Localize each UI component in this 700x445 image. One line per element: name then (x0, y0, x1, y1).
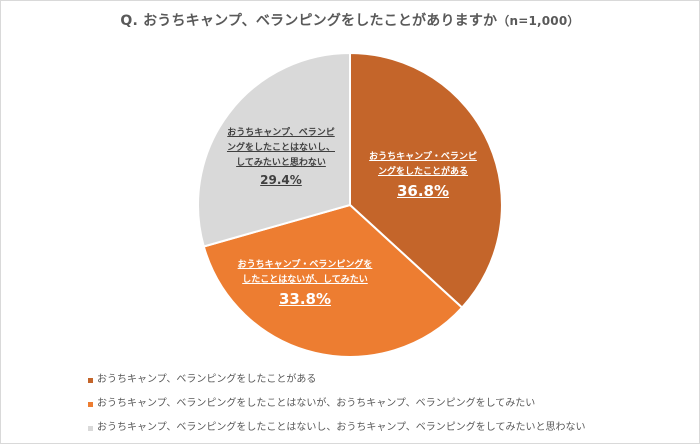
label-line: したことはないが、してみたい (242, 275, 368, 285)
percent-value: 33.8% (278, 290, 332, 308)
legend-label: おうちキャンプ、ベランピングをしたことはないが、おうちキャンプ、ベランピングをし… (97, 398, 536, 409)
label-want-to-try: おうちキャンプ・ベランピングを したことはないが、してみたい 33.8% (220, 258, 390, 309)
slice-have-done[interactable] (349, 51, 503, 310)
label-line: してみたいと思わない (236, 158, 326, 168)
slice-want-to-try[interactable] (202, 203, 464, 358)
legend-item[interactable]: おうちキャンプ、ベランピングをしたことがある (88, 373, 586, 397)
legend-item[interactable]: おうちキャンプ、ベランピングをしたことはないが、おうちキャンプ、ベランピングをし… (88, 397, 586, 421)
label-line: ングをしたことがある (377, 167, 468, 177)
label-line: おうちキャンプ、ベランピ (227, 128, 335, 138)
legend-label: おうちキャンプ、ベランピングをしたことがある (97, 374, 317, 385)
legend-swatch-icon (88, 378, 93, 383)
legend-item[interactable]: おうちキャンプ、ベランピングをしたことはないし、おうちキャンプ、ベランピングをし… (88, 421, 586, 445)
label-not-interested: おうちキャンプ、ベランピ ングをしたことはないし、 してみたいと思わない 29.… (218, 126, 344, 188)
label-line: おうちキャンプ・ベランピ (369, 152, 477, 162)
legend-swatch-icon (88, 402, 93, 407)
legend-label: おうちキャンプ、ベランピングをしたことはないし、おうちキャンプ、ベランピングをし… (97, 422, 586, 433)
sample-size: （n=1,000） (497, 14, 580, 28)
legend-swatch-icon (88, 426, 93, 431)
label-have-done: おうちキャンプ・ベランピ ングをしたことがある 36.8% (358, 150, 488, 201)
label-line: おうちキャンプ・ベランピングを (237, 260, 373, 270)
percent-value: 29.4% (260, 173, 302, 187)
percent-value: 36.8% (396, 182, 450, 200)
chart-title: Q. おうちキャンプ、ベランピングをしたことがありますか（n=1,000） (0, 10, 700, 30)
question-text: Q. おうちキャンプ、ベランピングをしたことがありますか (120, 13, 498, 29)
slice-not-interested[interactable] (197, 51, 351, 248)
legend: おうちキャンプ、ベランピングをしたことがある おうちキャンプ、ベランピングをした… (88, 373, 586, 445)
label-line: ングをしたことはないし、 (226, 143, 335, 153)
